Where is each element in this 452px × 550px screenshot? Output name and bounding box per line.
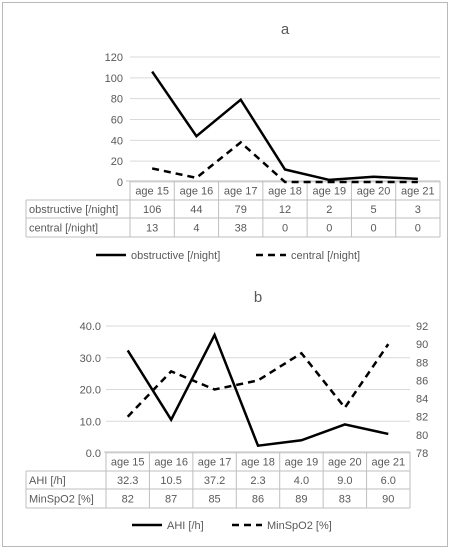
x-tick-label-0-4: age 19 [312, 186, 346, 198]
data-label-1-1-2: 85 [208, 494, 220, 506]
y-tick-label-0-1: 20 [111, 156, 123, 168]
data-label-1-0-6: 6.0 [381, 475, 396, 487]
x-tick-label-0-5: age 20 [357, 186, 391, 198]
data-label-0-1-3: 0 [282, 223, 288, 235]
x-tick-label-1-3: age 18 [241, 457, 275, 469]
series-line-1-0 [126, 331, 389, 448]
data-label-0-1-4: 0 [326, 223, 332, 235]
data-label-1-1-5: 83 [339, 494, 351, 506]
y-tick-label-0-3: 60 [111, 115, 123, 127]
y-tick-label-1-0: 0.0 [86, 448, 101, 460]
data-label-1-0-4: 4.0 [294, 475, 309, 487]
y-tick-label-1-4: 40.0 [80, 321, 101, 333]
data-label-1-0-2: 37.2 [204, 475, 225, 487]
figure-frame [2, 2, 448, 547]
y2-tick-label-1-6: 90 [416, 339, 428, 351]
data-label-0-0-6: 3 [415, 204, 421, 216]
y2-tick-label-1-1: 80 [416, 430, 428, 442]
data-label-1-1-3: 86 [252, 494, 264, 506]
y2-tick-label-1-2: 82 [416, 412, 428, 424]
y2-tick-label-1-0: 78 [416, 448, 428, 460]
x-tick-label-1-2: age 17 [198, 457, 232, 469]
x-tick-label-0-0: age 15 [135, 186, 169, 198]
y-tick-label-0-6: 120 [105, 52, 123, 64]
y-tick-label-0-4: 80 [111, 94, 123, 106]
data-label-1-1-0: 82 [122, 494, 134, 506]
y-tick-label-1-2: 20.0 [80, 385, 101, 397]
x-tick-label-0-1: age 16 [180, 186, 214, 198]
x-tick-label-0-6: age 21 [401, 186, 435, 198]
chart-title-0: a [281, 21, 290, 38]
x-tick-label-0-3: age 18 [268, 186, 302, 198]
y-tick-label-0-0: 0 [117, 177, 123, 189]
table-row-label-1-1: MinSpO2 [%] [29, 494, 94, 506]
data-label-0-1-5: 0 [371, 223, 377, 235]
data-label-0-1-1: 4 [193, 223, 199, 235]
table-row-label-1-0: AHI [/h] [29, 475, 66, 487]
data-label-1-1-6: 90 [382, 494, 394, 506]
y2-tick-label-1-3: 84 [416, 394, 428, 406]
x-tick-label-1-4: age 19 [285, 457, 319, 469]
data-label-0-0-4: 2 [326, 204, 332, 216]
data-label-1-1-1: 87 [165, 494, 177, 506]
y2-tick-label-1-7: 92 [416, 321, 428, 333]
data-label-0-0-0: 106 [143, 204, 161, 216]
x-tick-label-1-6: age 21 [371, 457, 405, 469]
data-label-0-0-1: 44 [190, 204, 202, 216]
legend-label-1-0: AHI [/h] [167, 520, 204, 532]
y-tick-label-0-5: 100 [105, 73, 123, 85]
legend-label-0-0: obstructive [/night] [131, 250, 220, 262]
series-line-0-0 [151, 70, 418, 182]
y-tick-label-1-1: 10.0 [80, 416, 101, 428]
data-label-1-0-3: 2.3 [250, 475, 265, 487]
y2-tick-label-1-4: 86 [416, 375, 428, 387]
data-label-1-0-0: 32.3 [117, 475, 138, 487]
y-tick-label-1-3: 30.0 [80, 353, 101, 365]
table-row-label-0-0: obstructive [/night] [29, 204, 118, 216]
data-label-1-0-5: 9.0 [337, 475, 352, 487]
legend-label-1-1: MinSpO2 [%] [267, 520, 332, 532]
data-label-0-1-2: 38 [235, 223, 247, 235]
x-tick-label-1-0: age 15 [111, 457, 145, 469]
data-label-1-0-1: 10.5 [160, 475, 181, 487]
chart-title-1: b [254, 289, 262, 306]
table-row-label-0-1: central [/night] [29, 223, 98, 235]
legend-label-0-1: central [/night] [291, 250, 360, 262]
data-label-0-0-3: 12 [279, 204, 291, 216]
data-label-0-0-5: 5 [371, 204, 377, 216]
x-tick-label-1-1: age 16 [154, 457, 188, 469]
data-label-0-0-2: 79 [235, 204, 247, 216]
data-label-0-1-0: 13 [146, 223, 158, 235]
data-label-0-1-6: 0 [415, 223, 421, 235]
data-label-1-1-4: 89 [295, 494, 307, 506]
x-tick-label-0-2: age 17 [224, 186, 258, 198]
y2-tick-label-1-5: 88 [416, 357, 428, 369]
x-tick-label-1-5: age 20 [328, 457, 362, 469]
y-tick-label-0-2: 40 [111, 135, 123, 147]
